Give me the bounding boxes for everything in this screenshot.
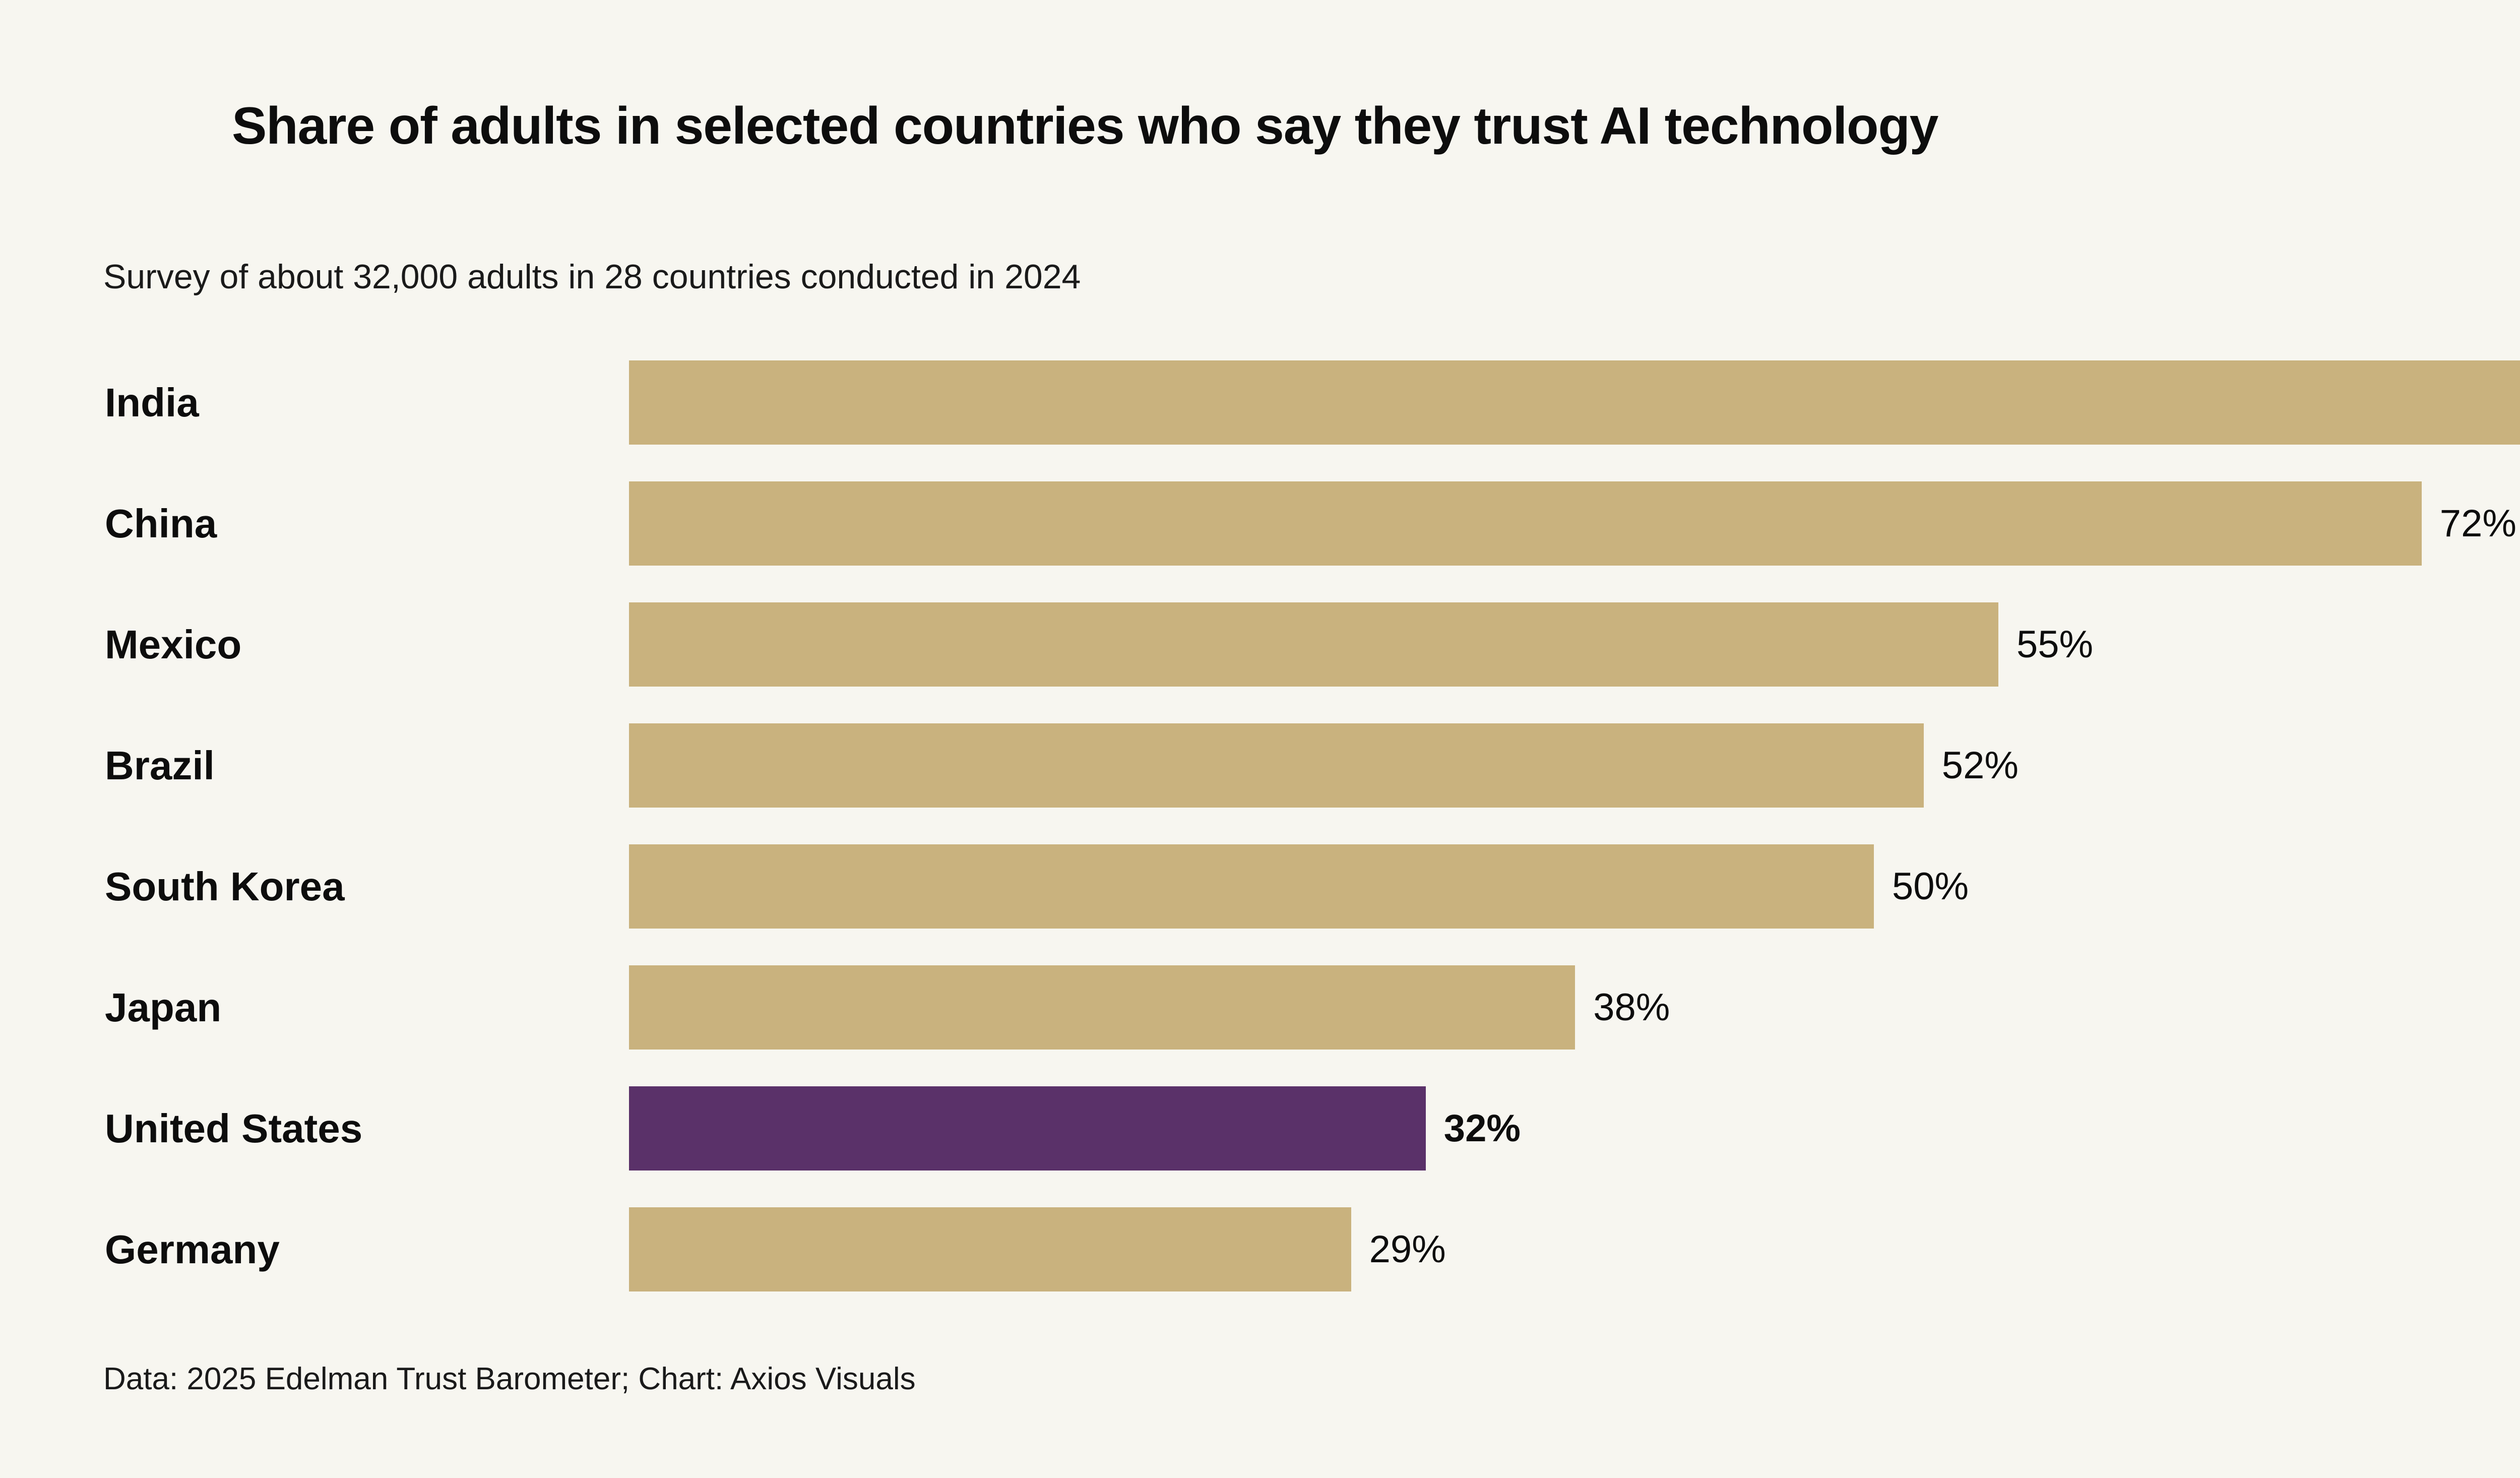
bar-track bbox=[629, 965, 1576, 1050]
bar-track bbox=[629, 602, 1998, 687]
chart-source-note: Data: 2025 Edelman Trust Barometer; Char… bbox=[103, 1362, 916, 1396]
chart-subtitle: Survey of about 32,000 adults in 28 coun… bbox=[103, 258, 1081, 296]
bar-category-label: Germany bbox=[105, 1227, 280, 1272]
bar-value-label: 52% bbox=[1941, 744, 2019, 787]
bar-value-label: 29% bbox=[1369, 1228, 1446, 1271]
bar-category-label: China bbox=[105, 501, 217, 546]
bar-category-label: United States bbox=[105, 1106, 363, 1151]
bar-value-label: 32% bbox=[1443, 1107, 1521, 1150]
bar-row: South Korea 50% bbox=[0, 844, 2520, 965]
bar-category-label: Brazil bbox=[105, 743, 215, 788]
bar-value-label: 72% bbox=[2439, 502, 2516, 545]
bar-row: Mexico 55% bbox=[0, 602, 2520, 723]
bar-category-label: Mexico bbox=[105, 622, 242, 667]
bar-value-label: 38% bbox=[1593, 986, 1670, 1029]
bar-segment bbox=[629, 1207, 1351, 1291]
bar-row: India77% bbox=[0, 360, 2520, 481]
bar-track bbox=[629, 844, 1874, 929]
bar-category-label: India bbox=[105, 380, 199, 425]
bar-segment bbox=[629, 965, 1576, 1050]
chart-title: Share of adults in selected countries wh… bbox=[232, 97, 1939, 155]
bar-row: Japan 38% bbox=[0, 965, 2520, 1086]
bar-segment bbox=[629, 360, 2520, 445]
bar-segment bbox=[629, 844, 1874, 929]
bar-value-label: 55% bbox=[2017, 623, 2094, 666]
bar-track bbox=[629, 360, 2520, 445]
bar-row: China 72% bbox=[0, 481, 2520, 602]
bar-row: Brazil 52% bbox=[0, 723, 2520, 844]
bar-segment bbox=[629, 481, 2422, 566]
bar-value-label: 50% bbox=[1892, 865, 1969, 908]
bar-track bbox=[629, 723, 1924, 808]
bar-row: United States 32% bbox=[0, 1086, 2520, 1207]
bar-track bbox=[629, 481, 2422, 566]
bar-row: Germany 29% bbox=[0, 1207, 2520, 1328]
bar-segment bbox=[629, 1086, 1426, 1171]
bar-category-label: South Korea bbox=[105, 864, 345, 909]
bar-track bbox=[629, 1207, 1351, 1291]
bar-segment bbox=[629, 602, 1998, 687]
bar-category-label: Japan bbox=[105, 985, 222, 1030]
bar-segment bbox=[629, 723, 1924, 808]
bar-track bbox=[629, 1086, 1426, 1171]
